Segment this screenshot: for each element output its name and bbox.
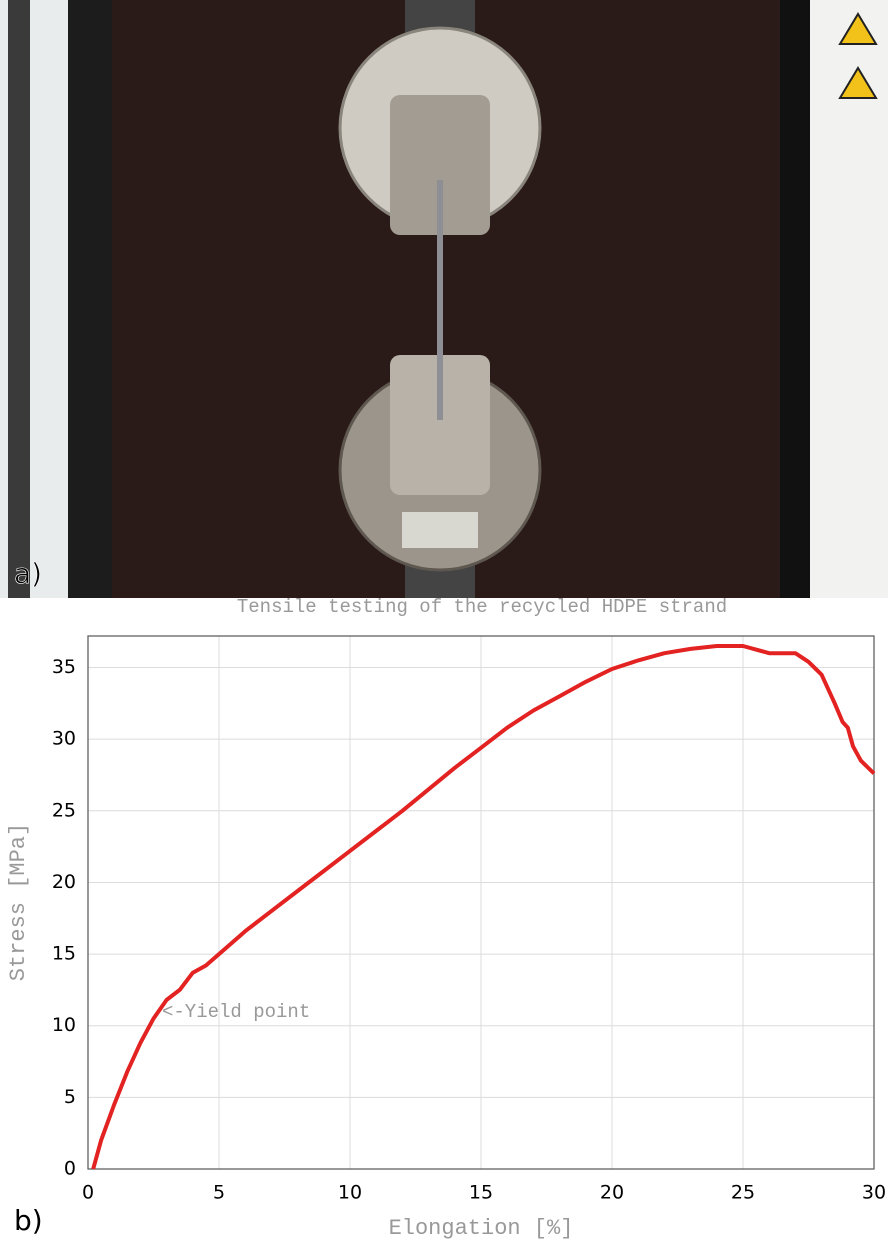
plate: [402, 512, 478, 548]
y-tick-label: 30: [52, 728, 76, 750]
frame-right: [810, 0, 888, 598]
x-tick-label: 5: [213, 1182, 225, 1204]
y-tick-label: 5: [64, 1086, 76, 1108]
photo: a): [0, 0, 888, 598]
frame-column: [780, 0, 810, 598]
x-axis-label: Elongation [%]: [389, 1216, 574, 1241]
chart-title: Tensile testing of the recycled HDPE str…: [237, 596, 727, 618]
lower-jaw: [390, 355, 490, 495]
x-tick-label: 0: [82, 1182, 94, 1204]
annotation: <-Yield point: [162, 1001, 310, 1023]
y-tick-label: 10: [52, 1014, 76, 1036]
frame-left: [8, 0, 30, 598]
stress-curve: [91, 644, 876, 1170]
warning-icon: [838, 66, 878, 99]
panel-label: b): [14, 1204, 43, 1237]
y-tick-label: 15: [52, 943, 76, 965]
x-tick-label: 20: [600, 1182, 624, 1204]
y-tick-label: 20: [52, 871, 76, 893]
x-tick-label: 10: [338, 1182, 362, 1204]
x-tick-label: 30: [862, 1182, 886, 1204]
warning-icon: [838, 12, 878, 45]
x-tick-label: 25: [731, 1182, 755, 1204]
frame-column: [68, 0, 112, 598]
y-tick-label: 25: [52, 799, 76, 821]
panel-label: a): [14, 557, 42, 590]
y-tick-label: 0: [64, 1158, 76, 1180]
chart-background: [0, 598, 888, 1247]
y-axis-label: Stress [MPa]: [6, 823, 31, 981]
specimen: [437, 180, 443, 420]
upper-jaw: [390, 95, 490, 235]
x-tick-label: 15: [469, 1182, 493, 1204]
y-tick-label: 35: [52, 656, 76, 678]
plot-frame: [87, 635, 875, 1170]
